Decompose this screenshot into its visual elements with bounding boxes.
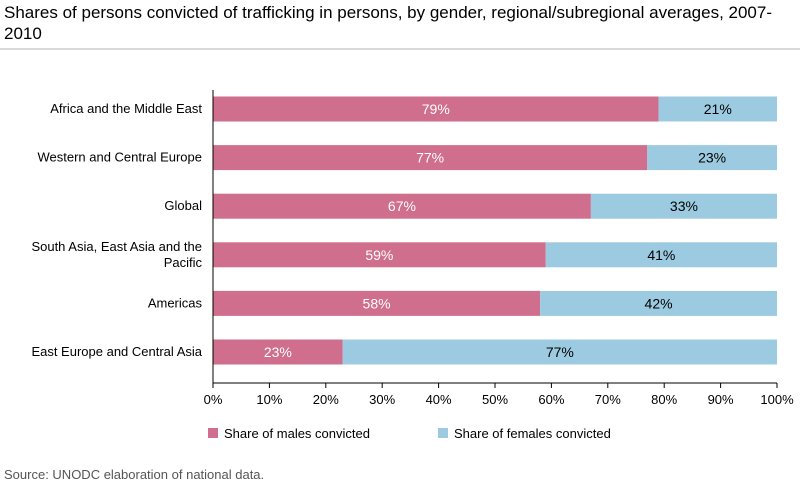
- male-bar-segment: [213, 96, 659, 122]
- x-tick-label: 0%: [204, 392, 223, 407]
- female-bar-segment: [658, 96, 777, 122]
- male-bar-segment: [213, 145, 648, 171]
- male-bar-segment: [213, 290, 541, 316]
- male-value-label: 79%: [422, 101, 450, 117]
- female-value-label: 77%: [546, 344, 574, 360]
- x-tick-label: 30%: [369, 392, 395, 407]
- category-label: South Asia, East Asia and the Pacific: [31, 239, 202, 270]
- x-tick-label: 90%: [708, 392, 734, 407]
- x-tick-label: 60%: [538, 392, 564, 407]
- male-bar-segment: [213, 339, 343, 365]
- female-value-label: 41%: [647, 247, 675, 263]
- female-bar-segment: [590, 193, 777, 219]
- category-label: Africa and the Middle East: [50, 101, 202, 116]
- category-label: Global: [164, 198, 202, 213]
- legend-label-males: Share of males convicted: [224, 426, 370, 441]
- x-tick-label: 20%: [313, 392, 339, 407]
- female-value-label: 23%: [698, 150, 726, 166]
- male-bar-segment: [213, 193, 591, 219]
- female-bar-segment: [647, 145, 777, 171]
- female-bar-segment: [540, 290, 777, 316]
- x-tick-label: 100%: [760, 392, 794, 407]
- male-value-label: 67%: [388, 198, 416, 214]
- female-bar-segment: [545, 242, 777, 268]
- female-value-label: 33%: [670, 198, 698, 214]
- female-bar-segment: [342, 339, 777, 365]
- legend-swatch-males: [208, 428, 218, 438]
- male-value-label: 77%: [416, 150, 444, 166]
- legend-label-females: Share of females convicted: [454, 426, 611, 441]
- x-tick-label: 40%: [426, 392, 452, 407]
- male-value-label: 59%: [365, 247, 393, 263]
- x-tick-label: 10%: [256, 392, 282, 407]
- category-label: East Europe and Central Asia: [31, 344, 202, 359]
- category-label: Americas: [148, 295, 203, 310]
- female-value-label: 21%: [704, 101, 732, 117]
- chart-title: Shares of persons convicted of trafficki…: [4, 3, 772, 43]
- male-value-label: 23%: [264, 344, 292, 360]
- male-bar-segment: [213, 242, 546, 268]
- source-note: Source: UNODC elaboration of national da…: [4, 467, 265, 482]
- male-value-label: 58%: [363, 295, 391, 311]
- category-label: Western and Central Europe: [37, 150, 202, 165]
- female-value-label: 42%: [645, 295, 673, 311]
- x-tick-label: 80%: [651, 392, 677, 407]
- legend-swatch-females: [438, 428, 448, 438]
- x-tick-label: 70%: [595, 392, 621, 407]
- x-tick-label: 50%: [482, 392, 508, 407]
- title-divider: [0, 48, 800, 50]
